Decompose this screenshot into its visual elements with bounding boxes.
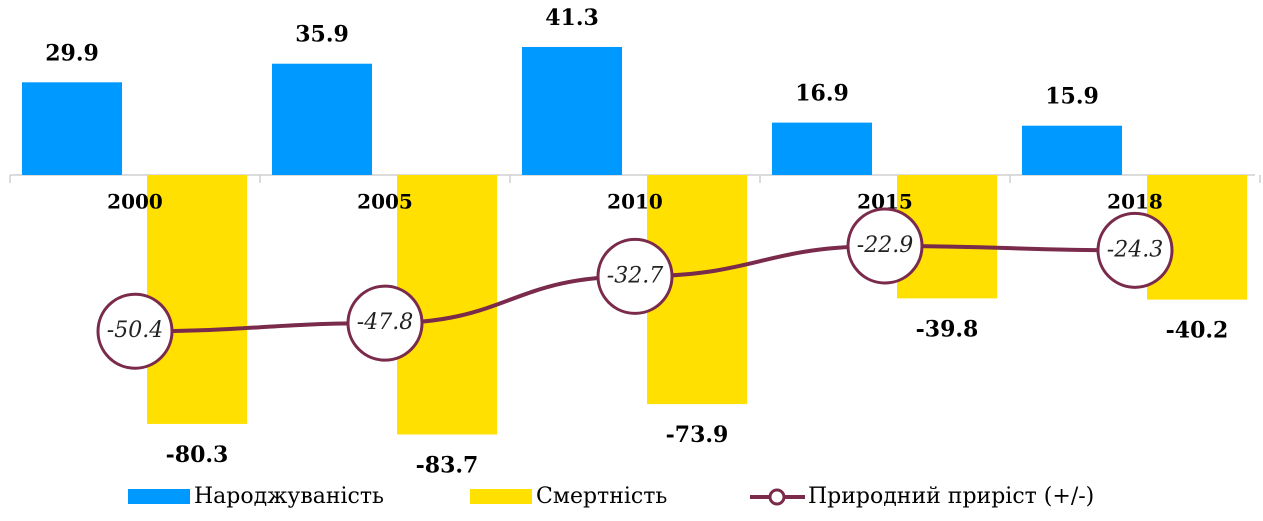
- x-tick-label: 2018: [1107, 190, 1163, 214]
- legend-swatch: [768, 488, 786, 506]
- value-label: -80.3: [166, 442, 229, 468]
- value-label: -39.8: [916, 316, 979, 342]
- bar: [22, 82, 122, 175]
- point-label: -22.9: [857, 233, 913, 258]
- point-label: -50.4: [107, 318, 163, 343]
- point-label: -32.7: [607, 263, 663, 288]
- point-label: -47.8: [357, 310, 413, 335]
- bar: [772, 122, 872, 175]
- legend-swatch: [470, 489, 532, 504]
- legend-label: Природний приріст (+/-): [808, 484, 1094, 509]
- point: [1096, 211, 1174, 289]
- bar: [272, 63, 372, 175]
- point: [846, 207, 924, 285]
- value-label: 16.9: [795, 81, 849, 107]
- legend-label: Народжуваність: [194, 484, 384, 509]
- bar: [147, 175, 247, 424]
- bar: [522, 46, 622, 175]
- x-tick-label: 2005: [357, 190, 413, 214]
- x-tick-label: 2010: [607, 190, 663, 214]
- point-label: -24.3: [1107, 237, 1163, 262]
- value-label: 15.9: [1045, 84, 1099, 110]
- bar: [1022, 125, 1122, 175]
- value-label: -40.2: [1166, 318, 1229, 344]
- point: [96, 292, 174, 370]
- value-label: -73.9: [666, 422, 729, 448]
- point: [346, 284, 424, 362]
- value-label: 41.3: [545, 5, 599, 31]
- value-label: -83.7: [416, 452, 479, 478]
- legend-label: Смертність: [536, 484, 667, 509]
- legend-swatch: [128, 489, 190, 504]
- point: [596, 237, 674, 315]
- value-label: 29.9: [45, 40, 99, 66]
- value-label: 35.9: [295, 22, 349, 48]
- x-tick-label: 2000: [107, 190, 163, 214]
